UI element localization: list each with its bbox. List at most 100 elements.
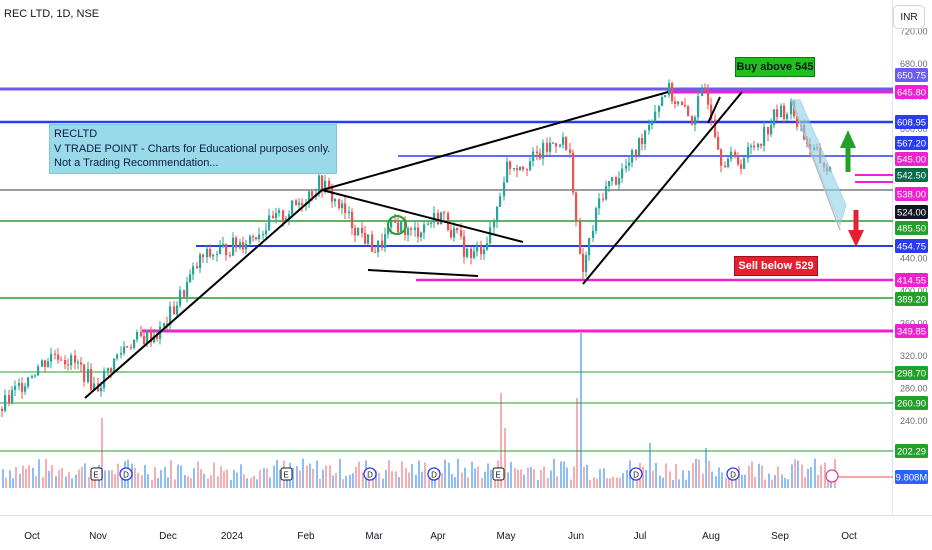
volume-bar (797, 460, 799, 488)
candle-body (328, 180, 331, 187)
candle-body (625, 165, 628, 169)
trend-line (321, 91, 669, 191)
price-badge-bg (895, 366, 928, 380)
candle-body (318, 175, 321, 194)
volume-bar (236, 472, 238, 488)
volume-bar (177, 464, 179, 488)
dividend-marker: D (629, 467, 643, 481)
volume-bar (824, 462, 826, 488)
volume-bar (711, 471, 713, 488)
trend-line (321, 189, 524, 243)
price-badge-label: 389.20 (897, 295, 926, 306)
candle-body (397, 222, 400, 233)
volume-bar (266, 468, 268, 488)
volume-bar (339, 458, 341, 488)
earnings-marker: E (90, 467, 103, 481)
volume-bar (415, 474, 417, 488)
candle-body (44, 360, 47, 368)
candle-body (407, 228, 410, 236)
candle-body (763, 126, 766, 146)
candle-body (291, 200, 294, 215)
volume-bar (533, 469, 535, 488)
volume-bar (451, 473, 453, 488)
candle-body (179, 290, 182, 306)
candle-body (701, 89, 704, 97)
volume-bar (51, 465, 53, 488)
candle-body (473, 251, 476, 258)
volume-bar (791, 464, 793, 488)
volume-bar (329, 465, 331, 488)
candle-body (235, 237, 238, 248)
candle-body (437, 213, 440, 225)
candle-body (654, 111, 657, 122)
candle-body (786, 114, 789, 120)
highlight-circle (387, 215, 407, 235)
candle-body (724, 165, 727, 167)
volume-bar (669, 471, 671, 488)
candle-body (143, 336, 146, 345)
candle-body (506, 161, 509, 183)
candle-body (206, 248, 209, 258)
volume-bar (484, 471, 486, 488)
volume-bar (395, 471, 397, 488)
volume-bar (471, 461, 473, 488)
candle-body (555, 143, 558, 147)
volume-bar (299, 470, 301, 488)
volume-bar (306, 465, 308, 488)
volume-bars (2, 333, 836, 488)
volume-bar (137, 472, 139, 488)
volume-bar (444, 459, 446, 488)
candle-body (83, 364, 86, 382)
price-badge-bg (895, 470, 928, 484)
x-axis-tick-label: Oct (24, 531, 40, 542)
volume-bar (322, 469, 324, 488)
candle-body (740, 164, 743, 169)
trend-line (707, 96, 721, 124)
candle-body (572, 152, 575, 193)
volume-bar (665, 463, 667, 488)
price-badge-label: 538.00 (897, 190, 926, 201)
price-badge: 645.80 (895, 85, 928, 99)
volume-bar (596, 478, 598, 488)
volume-bar (233, 470, 235, 488)
candle-body (414, 227, 417, 230)
candle-body (67, 364, 70, 366)
candle-body (450, 230, 453, 238)
candle-body (493, 221, 496, 228)
price-badge-bg (895, 273, 928, 287)
candle-body (74, 355, 77, 363)
note-line-1: RECLTD (54, 128, 98, 140)
volume-bar (576, 398, 578, 488)
candle-body (717, 137, 720, 150)
volume-bar (12, 478, 14, 488)
volume-bar (117, 463, 119, 488)
volume-bar (474, 468, 476, 488)
candle-body (691, 116, 694, 125)
candle-body (681, 101, 684, 106)
candle-body (410, 228, 413, 230)
volume-bar (563, 461, 565, 488)
volume-bar (362, 472, 364, 488)
candle-body (427, 223, 430, 225)
volume-bar (210, 474, 212, 488)
volume-bar (556, 476, 558, 488)
price-badge: 260.90 (895, 396, 928, 410)
candle-body (509, 161, 512, 169)
marker-letter: D (367, 471, 373, 480)
currency-button[interactable]: INR (893, 5, 925, 29)
x-axis-tick-label: Jun (568, 531, 584, 542)
volume-bar (345, 475, 347, 488)
volume-bar (15, 467, 17, 488)
volume-bar (312, 468, 314, 488)
candle-body (542, 142, 545, 159)
candle-body (153, 335, 156, 343)
note-line-2: V TRADE POINT - Charts for Educational p… (54, 142, 331, 155)
volume-bar (2, 469, 4, 488)
symbol-title: REC LTD, 1D, NSE (4, 8, 100, 20)
volume-bar (649, 443, 651, 488)
y-axis-tick-label: 360.00 (900, 319, 928, 329)
volume-bar (253, 475, 255, 488)
volume-bar (382, 478, 384, 488)
